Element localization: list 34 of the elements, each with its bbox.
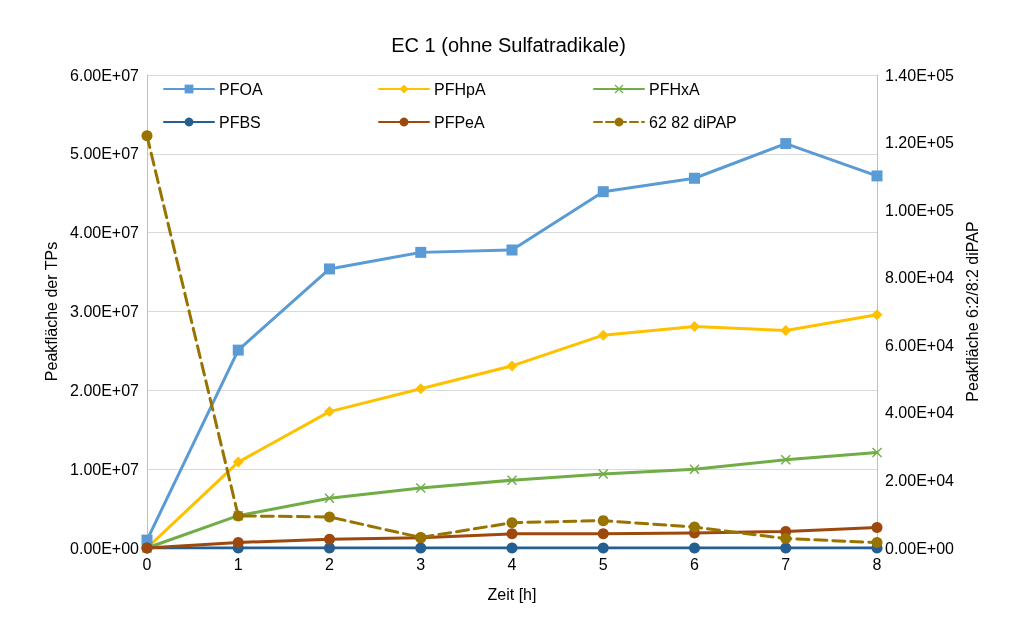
legend-label: 62 82 diPAP	[649, 113, 737, 131]
y2-tick-label: 6.00E+04	[885, 336, 955, 354]
y-tick-label: 3.00E+07	[70, 303, 140, 320]
y-tick-label: 2.00E+07	[70, 381, 140, 399]
x-tick-label: 8	[872, 555, 882, 573]
y2-tick-label: 2.00E+04	[885, 471, 955, 489]
y-tick-label: 1.00E+07	[70, 460, 140, 478]
x-tick-label: 0	[142, 555, 152, 573]
y2-tick-label: 0.00E+00	[885, 539, 955, 557]
x-tick-label: 7	[781, 555, 791, 573]
x-tick-label: 2	[325, 555, 335, 573]
legend-label: PFOA	[219, 80, 263, 98]
y-tick-label: 6.00E+07	[70, 66, 140, 84]
x-tick-label: 4	[507, 555, 517, 573]
x-tick-label: 3	[416, 555, 426, 573]
legend-label: PFBS	[219, 113, 261, 131]
x-tick-label: 6	[690, 555, 700, 573]
y-tick-label: 0.00E+00	[70, 539, 140, 557]
y2-tick-label: 8.00E+04	[885, 269, 955, 287]
x-tick-label: 5	[598, 555, 608, 573]
legend-label: PFHxA	[649, 80, 700, 98]
y2-tick-label: 1.40E+05	[885, 66, 955, 84]
y-tick-label: 5.00E+07	[70, 145, 140, 163]
y2-tick-label: 1.20E+05	[885, 134, 955, 152]
chart-title: EC 1 (ohne Sulfatradikale)	[391, 34, 626, 56]
y-tick-label: 4.00E+07	[70, 224, 140, 242]
y-axis-title: Peakfläche der TPs	[42, 241, 60, 382]
legend-label: PFHpA	[434, 80, 486, 98]
x-axis-title: Zeit [h]	[487, 585, 537, 603]
y2-tick-label: 1.00E+05	[885, 201, 955, 219]
x-tick-label: 1	[233, 555, 243, 573]
y2-axis-title: Peakfläche 6:2/8:2 diPAP	[964, 221, 982, 402]
y2-tick-label: 4.00E+04	[885, 404, 955, 422]
legend-label: PFPeA	[434, 113, 486, 131]
